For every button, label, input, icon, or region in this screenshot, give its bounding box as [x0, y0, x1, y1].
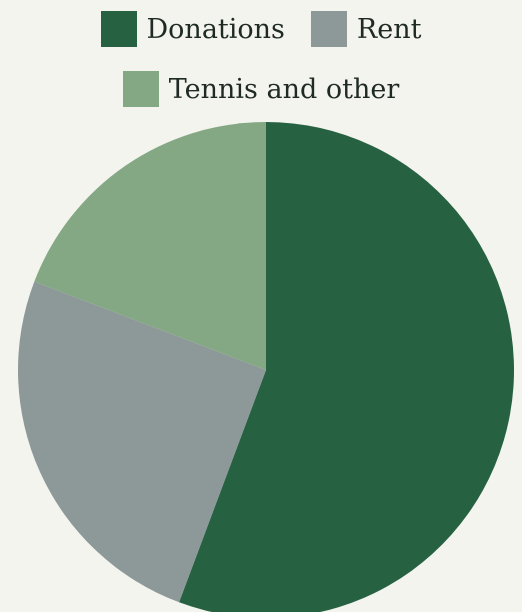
- legend-row-2: Tennis and other: [0, 70, 522, 108]
- legend-label-rent: Rent: [356, 13, 422, 45]
- legend: Donations Rent Tennis and other: [0, 0, 522, 115]
- legend-item-donations: Donations: [100, 11, 285, 47]
- legend-label-donations: Donations: [146, 13, 285, 45]
- legend-swatch-donations: [100, 11, 137, 47]
- legend-item-tennis-and-other: Tennis and other: [122, 71, 400, 107]
- legend-label-tennis-and-other: Tennis and other: [168, 73, 400, 105]
- legend-item-rent: Rent: [310, 11, 422, 47]
- pie-slice-rent: [18, 281, 267, 603]
- pie-slices: [18, 122, 515, 612]
- pie-slice-donations: [179, 122, 515, 612]
- legend-row-1: Donations Rent: [0, 10, 522, 48]
- legend-swatch-rent: [310, 11, 347, 47]
- legend-swatch-tennis-and-other: [122, 71, 159, 107]
- pie-slice-tennis-and-other: [34, 122, 266, 370]
